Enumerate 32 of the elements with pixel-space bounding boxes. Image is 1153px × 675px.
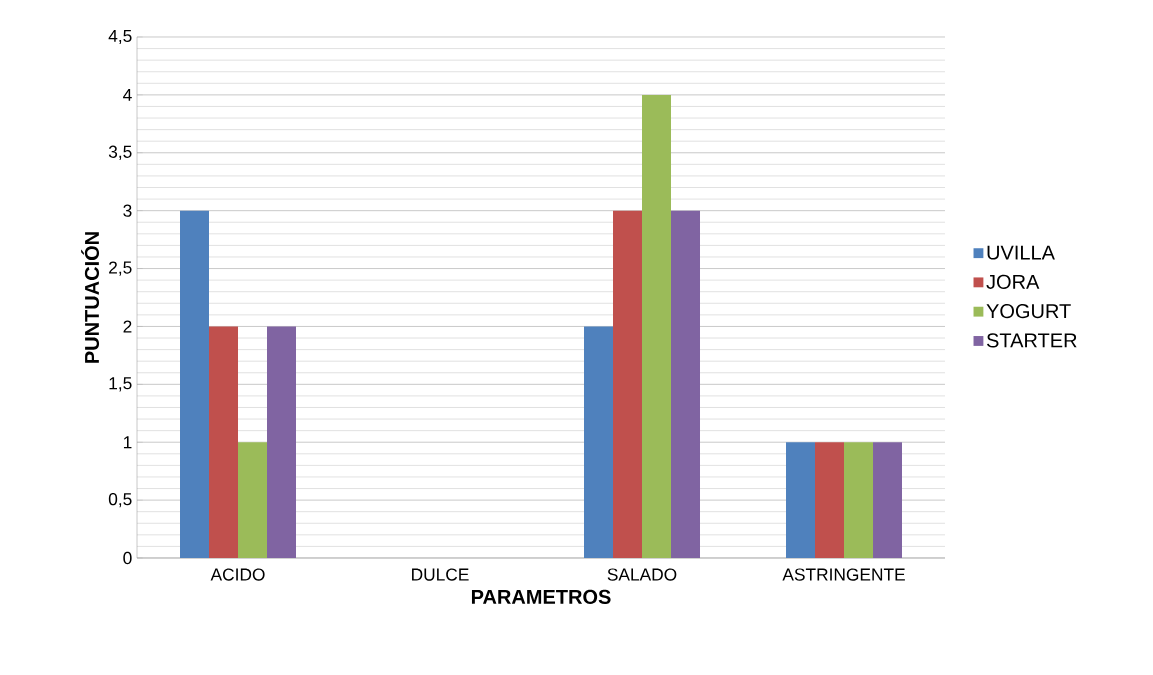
y-tick-label: 1 — [123, 436, 132, 449]
y-axis-title: PUNTUACIÓN — [81, 232, 100, 363]
bar — [584, 326, 614, 558]
bar — [642, 94, 672, 558]
legend-label: YOGURT — [986, 304, 1071, 319]
y-tick-label: 1,5 — [109, 377, 132, 392]
bar — [209, 326, 238, 558]
bar — [844, 442, 874, 558]
y-tick-label: 3,5 — [108, 145, 132, 160]
x-tick-label: ACIDO — [210, 568, 265, 581]
bar — [267, 326, 296, 558]
y-tick-label: 0,5 — [108, 492, 132, 508]
y-tick-label: 2 — [123, 320, 132, 333]
legend-label: JORA — [986, 274, 1040, 289]
legend-label: UVILLA — [987, 245, 1055, 260]
y-tick-label: 3 — [123, 204, 132, 217]
x-tick-label: ASTRINGENTE — [782, 568, 905, 581]
bar — [815, 442, 845, 558]
y-tick-label: 4 — [123, 88, 132, 101]
x-axis-title: PARAMETROS — [471, 589, 611, 604]
y-tick-label: 2,5 — [109, 261, 132, 276]
legend-label: STARTER — [986, 333, 1077, 348]
x-tick-label: SALADO — [607, 568, 677, 581]
bar — [238, 442, 267, 558]
bar — [873, 442, 903, 558]
bar — [180, 210, 209, 558]
y-tick-label: 0 — [123, 551, 132, 565]
bar — [786, 442, 816, 558]
bar — [613, 210, 643, 558]
y-tick-label: 4,5 — [108, 29, 132, 45]
x-tick-label: DULCE — [412, 568, 469, 581]
bar — [671, 210, 701, 558]
